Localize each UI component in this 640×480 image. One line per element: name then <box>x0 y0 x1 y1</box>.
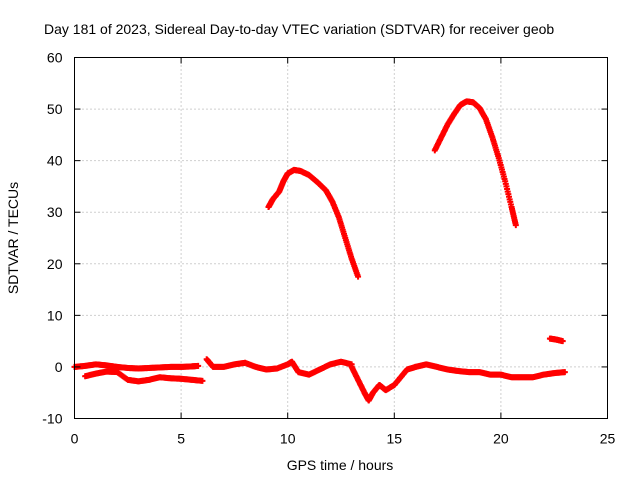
series-5 <box>265 166 362 280</box>
y-tick-label: 10 <box>47 307 63 323</box>
series-6 <box>431 98 519 229</box>
x-tick-label: 5 <box>177 431 185 447</box>
data-points <box>71 98 568 404</box>
series-0 <box>71 361 202 372</box>
data-point <box>199 377 206 384</box>
data-point <box>195 362 202 369</box>
y-tick-label: 0 <box>55 359 63 375</box>
series-2 <box>203 356 355 378</box>
x-tick-label: 20 <box>493 431 509 447</box>
y-axis-label: SDTVAR / TECUs <box>5 182 21 294</box>
y-tick-label: 50 <box>47 101 63 117</box>
y-tick-label: 20 <box>47 256 63 272</box>
chart-title: Day 181 of 2023, Sidereal Day-to-day VTE… <box>44 21 554 37</box>
series-4 <box>412 361 568 381</box>
series-1 <box>82 368 206 385</box>
x-tick-label: 10 <box>280 431 296 447</box>
y-tick-label: 30 <box>47 204 63 220</box>
x-tick-label: 0 <box>71 431 79 447</box>
y-tick-label: 40 <box>47 153 63 169</box>
x-tick-label: 25 <box>600 431 616 447</box>
data-point <box>512 222 519 229</box>
data-point <box>355 273 362 280</box>
axis-ticks: 0 5 10 15 20 25 -10 0 10 20 30 40 50 60 <box>42 50 615 447</box>
plot-frame <box>74 57 608 419</box>
data-point <box>561 369 568 376</box>
x-axis-label: GPS time / hours <box>287 457 394 473</box>
series-3 <box>348 363 419 404</box>
x-tick-label: 15 <box>387 431 403 447</box>
series-7 <box>546 335 566 345</box>
y-tick-label: -10 <box>42 411 62 427</box>
data-point <box>559 338 566 345</box>
y-tick-label: 60 <box>47 50 63 66</box>
